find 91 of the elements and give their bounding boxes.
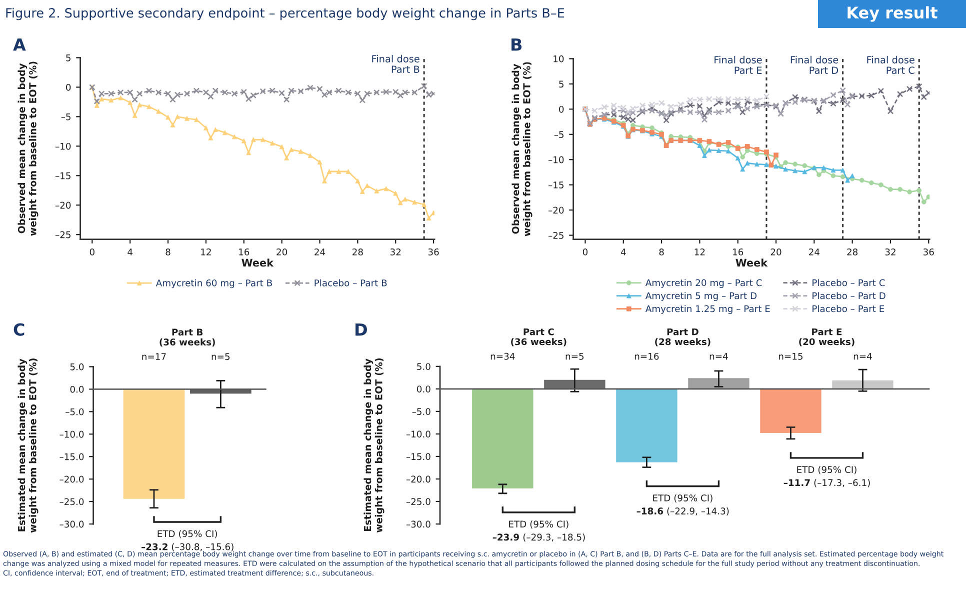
x-tick-label: 24 [314, 248, 326, 256]
x-tick-label: 8 [166, 248, 170, 256]
y-tick-label: 0.0 [70, 386, 84, 393]
y-tick-label: –20 [55, 202, 71, 209]
y-tick-label: 0.0 [417, 386, 430, 393]
y-tick-label: –5.0 [66, 408, 84, 416]
y-tick-label: –25.0 [60, 498, 84, 506]
legend-label: Amycretin 5 mg – Part D [645, 292, 757, 301]
legend-label: Placebo – Part E [812, 305, 884, 312]
y-tick-label: 5.0 [70, 363, 84, 370]
annotation: ETD (95% CI) –18.6 (–22.9, –14.3) [636, 494, 729, 516]
x-tick-label: 4 [620, 248, 626, 256]
x-tick-label: 28 [847, 248, 858, 256]
x-axis-title: Week [242, 258, 274, 267]
y-tick-label: –10 [548, 156, 564, 164]
y-tick-label: –15 [548, 182, 564, 188]
x-tick-label: 20 [276, 248, 288, 256]
legend-label: Amycretin 20 mg – Part C [645, 279, 762, 288]
y-tick-label: –30.0 [406, 520, 430, 528]
text: ETD (95% CI) –23.2 (–30.8, –15.6) [142, 530, 234, 552]
legend-label: Placebo – Part D [812, 292, 886, 300]
x-tick-label: 20 [770, 248, 782, 256]
legend-label: Placebo – Part C [812, 279, 885, 286]
x-tick-label: n=15 [778, 352, 803, 360]
y-tick-label: –20.0 [406, 476, 430, 483]
x-tick-label: n=16 [634, 352, 659, 360]
ref-line-label: Final dose Part B [372, 54, 420, 73]
y-axis-title: Observed mean change in body weight from baseline to EOT (%) [18, 62, 38, 236]
x-tick-label: n=5 [566, 352, 584, 360]
text: Part E (20 weeks) [799, 328, 854, 346]
chart-title: C [14, 323, 24, 336]
text: Key result [848, 6, 938, 22]
y-tick-label: –5 [554, 131, 564, 138]
x-tick-label: n=34 [490, 352, 515, 360]
x-tick-label: 0 [90, 248, 94, 256]
y-axis-title: Estimated mean change in body weight from baseline to EOT (%) [364, 358, 384, 532]
x-tick-label: n=5 [212, 353, 230, 360]
x-tick-label: 16 [733, 248, 744, 256]
x-tick-label: 36 [428, 248, 439, 256]
y-tick-label: 5 [559, 80, 564, 88]
y-tick-label: 10 [554, 55, 564, 62]
y-tick-label: –20 [548, 206, 564, 214]
y-tick-label: –10.0 [60, 430, 84, 438]
y-tick-label: –30.0 [60, 520, 84, 528]
text: Part C (36 weeks) [511, 328, 566, 346]
x-tick-label: 28 [352, 248, 363, 256]
y-axis-title: Estimated mean change in body weight from baseline to EOT (%) [18, 358, 38, 533]
y-tick-label: –15.0 [60, 453, 84, 460]
x-tick-label: n=4 [710, 352, 728, 360]
legend-label: Amycretin 1.25 mg – Part E [645, 305, 770, 314]
y-tick-label: –5 [61, 113, 70, 120]
y-tick-label: –25 [548, 232, 564, 239]
x-tick-label: n=4 [854, 352, 872, 360]
y-tick-label: –10.0 [406, 430, 430, 438]
y-tick-label: –25 [55, 231, 70, 238]
annotation: ETD (95% CI) –23.9 (–29.3, –18.5) [492, 520, 585, 542]
x-axis-title: Week [736, 258, 768, 267]
x-tick-label: n=17 [142, 353, 166, 360]
ref-line-label: Final dose Part E [714, 56, 762, 74]
y-tick-label: –20.0 [60, 476, 84, 483]
annotation: ETD (95% CI) –11.7 (–17.3, –6.1) [784, 466, 870, 488]
x-tick-label: 0 [582, 248, 588, 256]
text: Part D (28 weeks) [655, 328, 710, 346]
y-tick-label: –25.0 [406, 498, 430, 506]
x-tick-label: 32 [885, 248, 896, 256]
y-tick-label: –15.0 [406, 453, 430, 460]
y-tick-label: 5.0 [417, 363, 430, 370]
chart-title: B [512, 38, 522, 51]
x-tick-label: 16 [239, 248, 250, 256]
y-axis-title: Observed mean change in body weight from baseline to EOT (%) [512, 62, 532, 236]
ref-line-label: Final dose Part D [790, 56, 838, 74]
y-tick-label: –5.0 [412, 408, 430, 416]
x-tick-label: 12 [694, 248, 705, 256]
y-tick-label: 0 [559, 106, 564, 113]
x-tick-label: 32 [390, 248, 401, 256]
x-tick-label: 4 [128, 248, 132, 256]
y-tick-label: –15 [55, 172, 70, 180]
legend-label: Placebo – Part B [314, 279, 387, 286]
x-tick-label: 8 [659, 248, 664, 256]
chart-title: A [13, 38, 26, 51]
y-tick-label: 0 [66, 84, 71, 91]
text: Part B (36 weeks) [160, 328, 215, 347]
x-tick-label: 36 [924, 248, 934, 256]
x-tick-label: 24 [809, 248, 820, 256]
y-tick-label: –10 [55, 142, 71, 150]
y-tick-label: 5 [66, 54, 70, 62]
ref-line-label: Final dose Part C [867, 56, 914, 74]
x-tick-label: 12 [201, 248, 211, 256]
chart-title: D [356, 323, 367, 336]
legend-label: Amycretin 60 mg – Part B [156, 279, 272, 288]
caption: Figure 2. Supportive secondary endpoint – percentage body weight change in Parts B–E [6, 8, 564, 20]
